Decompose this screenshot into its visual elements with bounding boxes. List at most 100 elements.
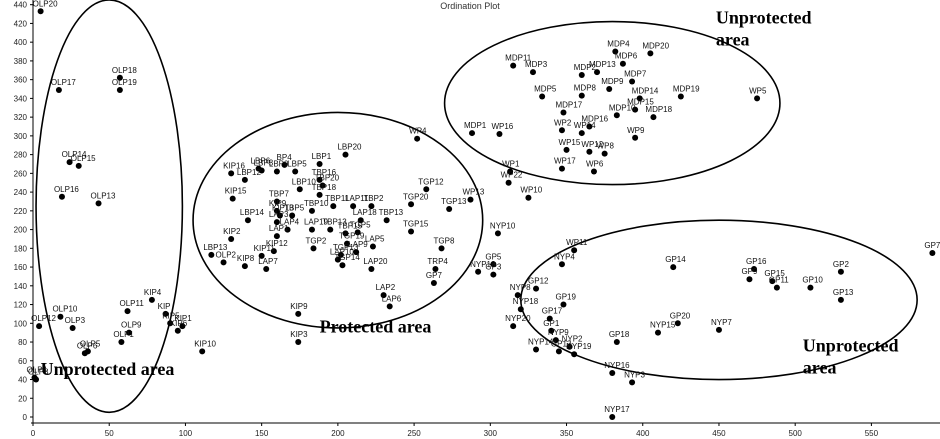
point-label: WP9 bbox=[627, 126, 645, 135]
data-point bbox=[319, 182, 326, 189]
data-point bbox=[273, 168, 280, 175]
point-label: WP10 bbox=[520, 186, 542, 195]
point-label: MDP18 bbox=[645, 105, 672, 114]
point-label: MDP20 bbox=[642, 41, 669, 50]
y-tick-label: 280 bbox=[14, 151, 28, 160]
data-point bbox=[368, 265, 375, 272]
data-point bbox=[228, 170, 235, 177]
data-point bbox=[601, 150, 608, 157]
data-point bbox=[354, 229, 361, 236]
data-point bbox=[229, 195, 236, 202]
point-label: KIP8 bbox=[237, 254, 255, 263]
point-label: LBP13 bbox=[203, 243, 228, 252]
data-point bbox=[273, 207, 280, 214]
point-label: OLP3 bbox=[65, 316, 86, 325]
point-label: GP5 bbox=[485, 252, 502, 261]
data-point bbox=[563, 146, 570, 153]
data-point bbox=[174, 327, 181, 334]
point-label: OLP10 bbox=[52, 305, 77, 314]
data-point bbox=[408, 201, 415, 208]
data-point bbox=[380, 292, 387, 299]
y-tick-label: 180 bbox=[14, 244, 28, 253]
point-label: KIP15 bbox=[225, 187, 247, 196]
point-label: WP8 bbox=[597, 142, 615, 151]
data-point bbox=[548, 327, 555, 334]
data-point bbox=[490, 261, 497, 268]
point-label: OLP18 bbox=[112, 66, 137, 75]
point-label: KIP4 bbox=[144, 288, 162, 297]
x-tick-label: 550 bbox=[865, 429, 879, 438]
point-label: LAP6 bbox=[382, 294, 402, 303]
point-label: NYP8 bbox=[510, 283, 531, 292]
data-point bbox=[510, 323, 517, 330]
y-tick-label: 140 bbox=[14, 282, 28, 291]
region-label: Unprotected area bbox=[41, 359, 175, 379]
point-label: KIP12 bbox=[266, 239, 288, 248]
point-label: MDP10 bbox=[609, 103, 636, 112]
y-tick-label: 220 bbox=[14, 207, 28, 216]
point-label: GP14 bbox=[665, 255, 686, 264]
point-label: OLP1 bbox=[113, 330, 134, 339]
y-tick-label: 160 bbox=[14, 263, 28, 272]
point-label: OLP2 bbox=[216, 250, 237, 259]
data-point bbox=[148, 296, 155, 303]
point-label: WP16 bbox=[491, 122, 513, 131]
point-label: GP13 bbox=[833, 288, 854, 297]
point-label: TGP15 bbox=[403, 219, 429, 228]
point-label: KIP5 bbox=[162, 311, 180, 320]
data-point bbox=[507, 168, 514, 175]
data-point bbox=[339, 262, 346, 269]
data-point bbox=[432, 265, 439, 272]
data-point bbox=[342, 230, 349, 237]
data-point bbox=[292, 168, 299, 175]
y-tick-label: 400 bbox=[14, 38, 28, 47]
point-label: WP12 bbox=[581, 140, 603, 149]
point-label: NYP16 bbox=[604, 361, 630, 370]
data-point bbox=[408, 228, 415, 235]
data-point bbox=[837, 296, 844, 303]
axes: 0 20 40 60 80 100 120 140 160 180 200 220 240 260 280 3… bbox=[14, 0, 940, 438]
data-point bbox=[558, 127, 565, 134]
point-label: TBP2 bbox=[363, 194, 384, 203]
data-point bbox=[95, 200, 102, 207]
point-label: NYP17 bbox=[604, 405, 630, 414]
point-label: MDP1 bbox=[464, 121, 487, 130]
point-label: LAP5 bbox=[365, 234, 385, 243]
data-point bbox=[751, 265, 758, 272]
data-point bbox=[199, 348, 206, 355]
data-point bbox=[650, 114, 657, 121]
data-point bbox=[33, 376, 40, 383]
point-label: OLP6 bbox=[77, 341, 98, 350]
data-point bbox=[75, 162, 82, 169]
data-point bbox=[228, 235, 235, 242]
y-tick-label: 60 bbox=[18, 357, 27, 366]
data-point bbox=[494, 230, 501, 237]
data-point bbox=[505, 179, 512, 186]
point-label: WP4 bbox=[409, 127, 427, 136]
y-tick-label: 20 bbox=[18, 394, 27, 403]
point-label: LAP18 bbox=[353, 208, 378, 217]
data-point bbox=[654, 329, 661, 336]
point-label: TBP20 bbox=[315, 174, 340, 183]
y-tick-label: 440 bbox=[14, 1, 28, 10]
y-tick-label: 200 bbox=[14, 226, 28, 235]
data-point bbox=[81, 350, 88, 357]
data-point bbox=[525, 194, 532, 201]
data-point bbox=[258, 252, 265, 259]
point-label: LBP1 bbox=[312, 152, 332, 161]
data-point bbox=[327, 226, 334, 233]
point-label: GP2 bbox=[833, 260, 850, 269]
point-label: GP9 bbox=[741, 267, 758, 276]
region-ellipse bbox=[192, 111, 484, 329]
point-label: TGP12 bbox=[418, 177, 444, 186]
data-point bbox=[310, 245, 317, 252]
point-label: MDP2 bbox=[574, 63, 597, 72]
data-point bbox=[632, 134, 639, 141]
data-point bbox=[475, 268, 482, 275]
point-label: WP6 bbox=[586, 159, 604, 168]
point-label: MDP15 bbox=[627, 98, 654, 107]
point-label: LAP11 bbox=[345, 194, 369, 203]
point-label: MDP13 bbox=[589, 60, 616, 69]
point-label: NYP18 bbox=[513, 297, 539, 306]
data-point bbox=[674, 320, 681, 327]
